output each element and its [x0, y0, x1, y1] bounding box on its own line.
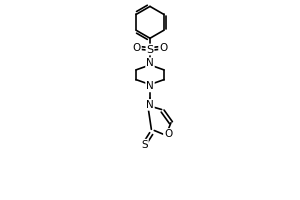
Text: O: O [164, 129, 172, 139]
Text: S: S [146, 45, 154, 55]
Text: O: O [159, 43, 167, 53]
Text: N: N [146, 58, 154, 68]
Text: N: N [146, 100, 154, 110]
Text: N: N [146, 81, 154, 91]
Text: S: S [141, 140, 148, 150]
Text: O: O [133, 43, 141, 53]
